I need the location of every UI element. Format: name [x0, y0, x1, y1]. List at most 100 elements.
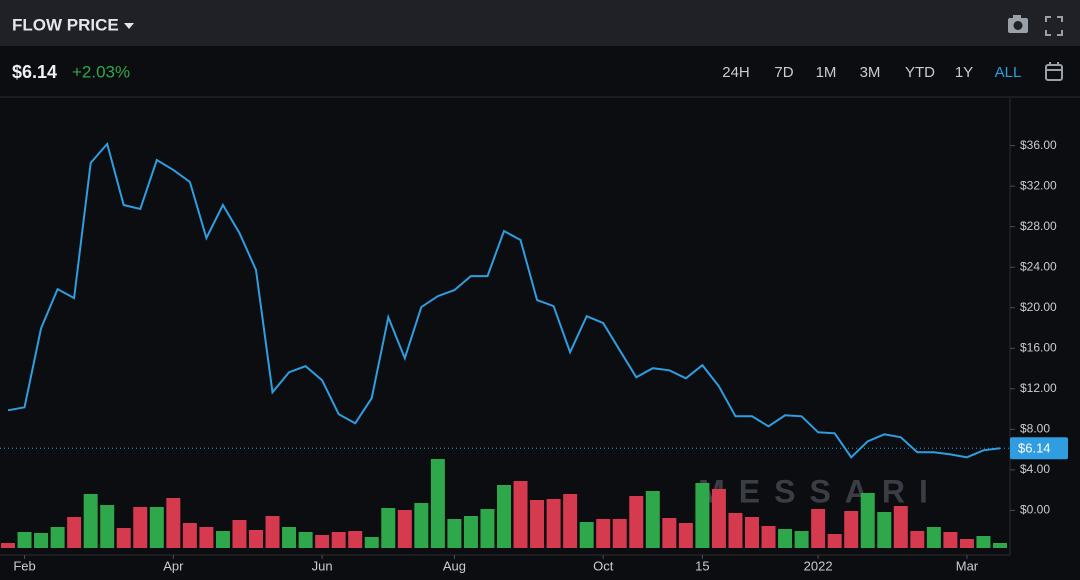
- volume-bar: [50, 527, 65, 548]
- range-button[interactable]: 3M: [860, 64, 881, 81]
- volume-bar: [662, 518, 677, 548]
- volume-bar: [182, 523, 197, 548]
- volume-bar: [893, 506, 908, 548]
- range-button[interactable]: 1M: [816, 64, 837, 81]
- volume-bar: [463, 516, 478, 548]
- volume-bar: [761, 526, 776, 548]
- volume-bar: [116, 528, 131, 548]
- volume-bar: [67, 517, 82, 548]
- volume-bar: [959, 539, 974, 548]
- volume-bar: [397, 510, 412, 548]
- volume-bar: [695, 483, 710, 548]
- watermark: MESSARI: [698, 473, 942, 509]
- volume-bar: [1, 543, 15, 548]
- volume-bar: [298, 532, 313, 548]
- title[interactable]: FLOW PRICE: [12, 15, 119, 34]
- volume-bar: [331, 532, 346, 548]
- calendar-icon[interactable]: [1045, 62, 1063, 81]
- volume-bar: [596, 519, 611, 548]
- x-tick-label: 2022: [804, 558, 833, 573]
- x-tick-label: Apr: [163, 558, 184, 573]
- volume-bar: [34, 533, 49, 548]
- volume-bar: [629, 496, 644, 548]
- volume-bar: [149, 507, 164, 548]
- volume-bar: [612, 519, 627, 548]
- volume-bar: [811, 509, 826, 548]
- y-tick-label: $4.00: [1020, 462, 1050, 476]
- volume-bar: [83, 494, 98, 548]
- range-button[interactable]: 1Y: [955, 64, 973, 81]
- y-tick-label: $24.00: [1020, 259, 1057, 273]
- volume-bar: [249, 530, 263, 548]
- volume-bar: [711, 489, 726, 548]
- volume-bar: [579, 522, 594, 548]
- volume-bar: [728, 513, 743, 548]
- volume-bar: [645, 491, 660, 548]
- volume-bar: [976, 536, 991, 548]
- x-tick-label: Aug: [443, 558, 466, 573]
- price-tag: [1010, 437, 1068, 460]
- volume-bar: [199, 527, 214, 548]
- volume-bar: [497, 485, 511, 548]
- volume-bar: [844, 511, 859, 548]
- y-tick-label: $32.00: [1020, 178, 1057, 192]
- volume-bar: [282, 527, 297, 548]
- volume-bar: [315, 535, 330, 548]
- x-tick-label: Oct: [593, 558, 614, 573]
- price-line: [7, 141, 1001, 459]
- volume-bar: [794, 531, 809, 548]
- y-tick-label: $36.00: [1020, 138, 1057, 152]
- range-button[interactable]: 24H: [722, 64, 750, 81]
- volume-bar: [530, 500, 545, 548]
- price-tag-label: $6.14: [1018, 441, 1051, 456]
- x-tick-label: 15: [695, 558, 709, 573]
- volume-bar: [860, 493, 875, 548]
- volume-bar: [100, 505, 115, 548]
- price-change: +2.03%: [72, 62, 130, 81]
- volume-bar: [943, 532, 958, 548]
- volume-bar: [348, 531, 363, 548]
- y-tick-label: $16.00: [1020, 340, 1057, 354]
- volume-bar: [877, 512, 892, 548]
- y-tick-label: $28.00: [1020, 219, 1057, 233]
- volume-bar: [414, 503, 429, 548]
- volume-bar: [778, 529, 793, 548]
- volume-bar: [926, 527, 941, 548]
- volume-bar: [17, 532, 32, 548]
- camera-icon[interactable]: [1008, 15, 1028, 33]
- range-button[interactable]: 7D: [774, 64, 793, 81]
- volume-bar: [827, 534, 842, 548]
- volume-bar: [133, 507, 148, 548]
- volume-bar: [480, 509, 495, 548]
- volume-bar: [513, 481, 528, 548]
- range-button[interactable]: ALL: [995, 64, 1022, 81]
- y-tick-label: $20.00: [1020, 300, 1057, 314]
- volume-bar: [745, 517, 759, 548]
- volume-bar: [381, 508, 396, 548]
- x-tick-label: Feb: [13, 558, 35, 573]
- dropdown-caret[interactable]: [124, 23, 134, 29]
- volume-bar: [166, 498, 181, 548]
- top-bar: [0, 0, 1080, 46]
- volume-bar: [678, 523, 693, 548]
- volume-bar: [993, 543, 1007, 548]
- y-tick-label: $0.00: [1020, 503, 1050, 517]
- y-tick-label: $8.00: [1020, 422, 1050, 436]
- volume-bar: [430, 459, 445, 548]
- volume-bar: [546, 499, 561, 548]
- volume-bar: [364, 537, 379, 548]
- x-tick-label: Mar: [956, 558, 979, 573]
- y-tick-label: $12.00: [1020, 381, 1057, 395]
- fullscreen-icon[interactable]: [1045, 16, 1063, 36]
- price: $6.14: [12, 62, 57, 82]
- volume-bar: [447, 519, 462, 548]
- x-tick-label: Jun: [312, 558, 333, 573]
- volume-bar: [265, 516, 280, 548]
- volume-bar: [563, 494, 578, 548]
- volume-bar: [232, 520, 247, 548]
- volume-bar: [215, 531, 230, 548]
- volume-bar: [910, 531, 925, 548]
- range-button[interactable]: YTD: [905, 64, 935, 81]
